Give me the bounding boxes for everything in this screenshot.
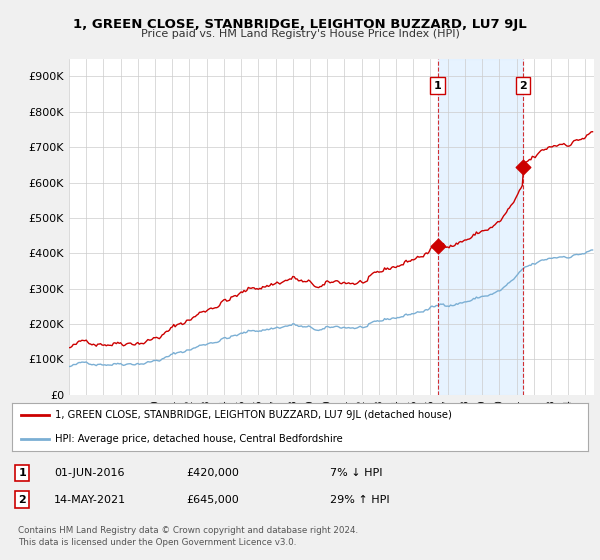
Text: 1, GREEN CLOSE, STANBRIDGE, LEIGHTON BUZZARD, LU7 9JL (detached house): 1, GREEN CLOSE, STANBRIDGE, LEIGHTON BUZ… bbox=[55, 410, 452, 420]
Text: £420,000: £420,000 bbox=[186, 468, 239, 478]
Text: 1: 1 bbox=[434, 81, 442, 91]
Text: 7% ↓ HPI: 7% ↓ HPI bbox=[330, 468, 383, 478]
Text: HPI: Average price, detached house, Central Bedfordshire: HPI: Average price, detached house, Cent… bbox=[55, 434, 343, 444]
Text: This data is licensed under the Open Government Licence v3.0.: This data is licensed under the Open Gov… bbox=[18, 538, 296, 547]
Point bbox=[433, 242, 443, 251]
Text: 29% ↑ HPI: 29% ↑ HPI bbox=[330, 494, 389, 505]
Text: Price paid vs. HM Land Registry's House Price Index (HPI): Price paid vs. HM Land Registry's House … bbox=[140, 29, 460, 39]
Text: 01-JUN-2016: 01-JUN-2016 bbox=[54, 468, 125, 478]
Text: Contains HM Land Registry data © Crown copyright and database right 2024.: Contains HM Land Registry data © Crown c… bbox=[18, 526, 358, 535]
Text: 1: 1 bbox=[19, 468, 26, 478]
Text: 1, GREEN CLOSE, STANBRIDGE, LEIGHTON BUZZARD, LU7 9JL: 1, GREEN CLOSE, STANBRIDGE, LEIGHTON BUZ… bbox=[73, 18, 527, 31]
Text: £645,000: £645,000 bbox=[186, 494, 239, 505]
Text: 2: 2 bbox=[519, 81, 527, 91]
Text: 14-MAY-2021: 14-MAY-2021 bbox=[54, 494, 126, 505]
Text: 2: 2 bbox=[19, 494, 26, 505]
Point bbox=[518, 162, 528, 171]
Bar bbox=[438, 59, 523, 395]
